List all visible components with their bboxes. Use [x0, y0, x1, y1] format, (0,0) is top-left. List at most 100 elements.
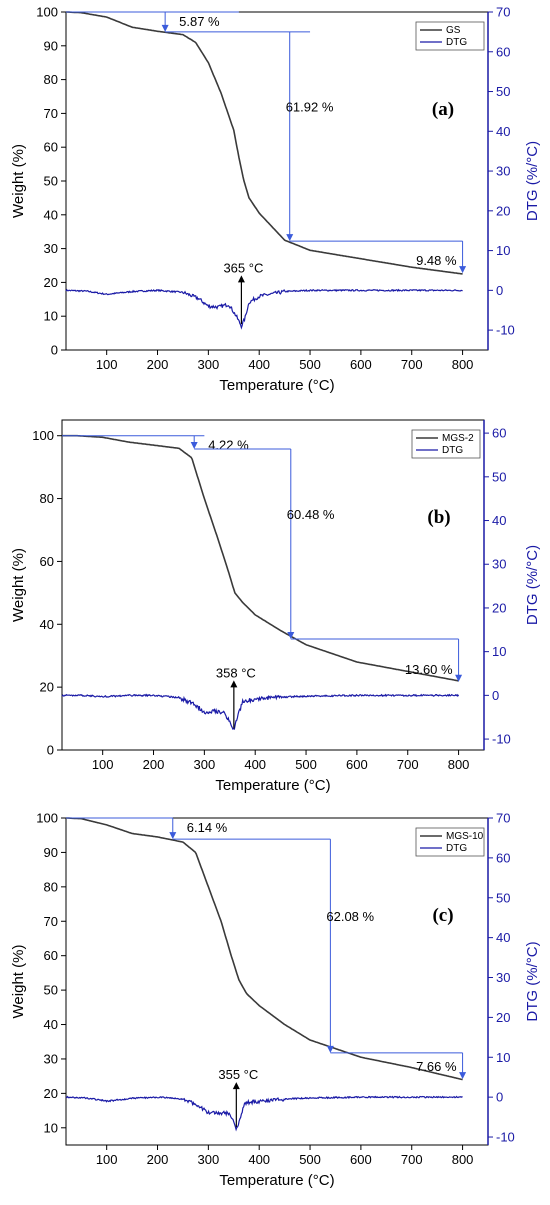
y2-tick-label: 10	[496, 1050, 510, 1065]
y-tick-label: 20	[40, 680, 54, 695]
weight-series-line	[62, 434, 459, 682]
x-tick-label: 800	[448, 757, 470, 772]
plot-frame	[65, 817, 489, 1146]
legend-label-weight: GS	[446, 25, 461, 36]
y-tick-label: 60	[44, 948, 58, 963]
step-percent-label: 5.87 %	[179, 14, 220, 29]
y-tick-label: 40	[44, 207, 58, 222]
y-tick-label: 20	[44, 1086, 58, 1101]
step-arrowhead	[287, 632, 295, 640]
y2-tick-label: 40	[496, 930, 510, 945]
y2-tick-label: 40	[496, 124, 510, 139]
legend-box	[415, 21, 485, 51]
panel-label: (a)	[432, 99, 454, 120]
x-tick-label: 200	[147, 357, 169, 372]
x-tick-label: 600	[350, 1152, 372, 1167]
y-tick-label: 50	[44, 174, 58, 189]
x-tick-label: 100	[92, 757, 114, 772]
step-percent-label: 6.14 %	[187, 820, 228, 835]
x-tick-label: 800	[452, 1152, 474, 1167]
step-percent-label: 9.48 %	[416, 253, 457, 268]
x-tick-label: 300	[198, 357, 220, 372]
y2-tick-label: -10	[496, 1130, 515, 1145]
chart-panel-3: 100 200 300 400 500 600 700 8001020304050607080…	[10, 811, 541, 1190]
y2-tick-label: 50	[496, 84, 510, 99]
y2-tick-label: 50	[496, 890, 510, 905]
y2-tick-label: 20	[496, 1010, 510, 1025]
y2-tick-label: 70	[496, 811, 510, 826]
plot-frame	[61, 419, 485, 751]
peak-arrowhead	[232, 1082, 240, 1090]
step-arrowhead	[190, 441, 198, 449]
y2-tick-label: -10	[496, 323, 515, 338]
y2-tick-label: 10	[492, 644, 506, 659]
y-tick-label: 30	[44, 1051, 58, 1066]
x-tick-label: 500	[299, 357, 321, 372]
y-tick-label: 100	[36, 811, 58, 826]
y2-tick-label: 60	[496, 850, 510, 865]
step-percent-label: 7.66 %	[416, 1059, 457, 1074]
y-tick-label: 100	[32, 428, 54, 443]
y2-tick-label: 20	[496, 203, 510, 218]
peak-arrowhead	[230, 680, 238, 688]
y-tick-label: 70	[44, 914, 58, 929]
x-tick-label: 500	[299, 1152, 321, 1167]
step-arrowhead	[169, 832, 177, 840]
y-tick-label: 30	[44, 241, 58, 256]
y2-tick-label: 0	[496, 283, 503, 298]
y2-tick-label: 60	[496, 44, 510, 59]
x-tick-label: 700	[397, 757, 419, 772]
legend-label-dtg: DTG	[442, 445, 463, 456]
legend-label-weight: MGS-10	[446, 831, 484, 842]
y-tick-label: 60	[40, 554, 54, 569]
y-tick-label: 70	[44, 106, 58, 121]
x-tick-label: 300	[198, 1152, 220, 1167]
y2-tick-label: 60	[492, 426, 506, 441]
y-tick-label: 0	[47, 743, 54, 758]
panel-label: (c)	[432, 905, 453, 926]
peak-temperature-label: 365 °C	[223, 260, 263, 275]
peak-temperature-label: 355 °C	[218, 1067, 258, 1082]
step-arrowhead	[459, 266, 467, 274]
y-tick-label: 50	[44, 983, 58, 998]
step-arrowhead	[455, 674, 463, 682]
y-tick-label: 40	[44, 1017, 58, 1032]
step-percent-label: 62.08 %	[326, 909, 374, 924]
y2-tick-label: 10	[496, 243, 510, 258]
y2-tick-label: 70	[496, 5, 510, 20]
y-tick-label: 80	[44, 72, 58, 87]
x-tick-label: 600	[346, 757, 368, 772]
x-tick-label: 100	[96, 1152, 118, 1167]
chart-panel-2: 100 200 300 400 500 600 700 800 0 20 40 60 80 100 -10 0…	[10, 419, 541, 794]
chart-panel-1: 100 200 300 400 500 600 700 8000102030405060708…	[10, 5, 541, 395]
y-tick-label: 10	[44, 1120, 58, 1135]
step-arrowhead	[161, 24, 169, 32]
y2-tick-label: 40	[492, 513, 506, 528]
y2-tick-label: 20	[492, 600, 506, 615]
dtg-series-line	[65, 288, 463, 330]
plot-frame	[65, 11, 489, 351]
panel-label: (b)	[427, 507, 450, 528]
dtg-series-line	[65, 1095, 463, 1132]
weight-series-line	[66, 817, 463, 1081]
y-tick-label: 90	[44, 845, 58, 860]
x-axis-title: Temperature (°C)	[215, 777, 330, 794]
x-tick-label: 200	[147, 1152, 169, 1167]
step-percent-label: 4.22 %	[208, 438, 249, 453]
peak-temperature-label: 358 °C	[216, 665, 256, 680]
legend-box	[411, 429, 481, 459]
y2-tick-label: -10	[492, 732, 511, 747]
y2-axis-title: DTG (%/°C)	[524, 545, 541, 625]
y2-axis-title: DTG (%/°C)	[524, 141, 541, 221]
legend-box	[415, 827, 485, 857]
weight-series-line	[66, 11, 463, 275]
y-tick-label: 90	[44, 38, 58, 53]
y-tick-label: 10	[44, 309, 58, 324]
x-tick-label: 700	[401, 357, 423, 372]
x-tick-label: 700	[401, 1152, 423, 1167]
x-tick-label: 400	[248, 357, 270, 372]
y-axis-title: Weight (%)	[10, 945, 27, 1019]
y-tick-label: 20	[44, 275, 58, 290]
legend-label-dtg: DTG	[446, 843, 467, 854]
y2-tick-label: 0	[496, 1090, 503, 1105]
